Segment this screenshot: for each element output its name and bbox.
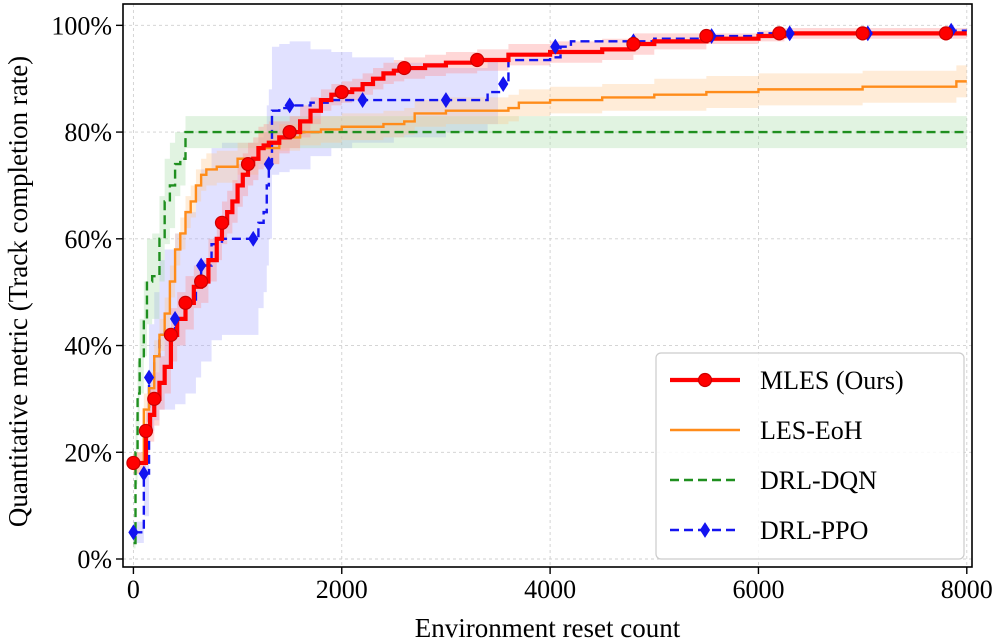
- x-tick-label: 8000: [941, 575, 993, 604]
- legend-label-mles-ours: MLES (Ours): [760, 366, 904, 395]
- y-tick-label: 100%: [51, 11, 112, 40]
- mles-ours-marker: [138, 423, 154, 439]
- mles-ours-marker: [334, 84, 349, 100]
- x-tick-label: 2000: [316, 575, 368, 604]
- mles-ours-marker: [240, 156, 256, 172]
- series-markers: [126, 22, 957, 541]
- mles-ours-marker: [163, 327, 179, 342]
- mles-ours-marker: [938, 26, 954, 41]
- mles-ours-marker: [470, 52, 485, 68]
- y-tick-label: 40%: [64, 332, 112, 361]
- plot-frame: [122, 3, 973, 568]
- y-tick-label: 80%: [64, 118, 112, 147]
- y-tick-label: 20%: [64, 438, 112, 467]
- mles-ours-marker: [147, 391, 162, 407]
- drl-ppo-marker: [440, 92, 452, 108]
- mles-ours-marker: [772, 26, 787, 41]
- x-tick-label: 4000: [524, 575, 576, 604]
- drl-ppo-marker: [138, 465, 149, 482]
- drl-ppo-marker: [128, 524, 139, 541]
- drl-ppo-marker: [169, 310, 181, 327]
- x-axis-label: Environment reset count: [415, 613, 681, 639]
- mles-ours-marker: [282, 124, 297, 140]
- legend-label-drl-dqn: DRL-DQN: [760, 466, 877, 495]
- drl-ppo-marker: [196, 257, 207, 274]
- x-tick-label: 6000: [732, 575, 784, 604]
- drl-ppo-marker: [550, 38, 561, 55]
- drl-dqn-line: [133, 130, 967, 545]
- mles-ours-marker: [126, 455, 141, 471]
- y-axis-label: Quantitative metric (Track completion ra…: [3, 56, 33, 527]
- mles-ours-marker: [178, 295, 193, 310]
- legend-marker-mles-ours: [697, 372, 713, 388]
- y-tick-label: 60%: [64, 225, 112, 254]
- legend-box: [655, 352, 965, 560]
- legend-marker-drl-ppo: [699, 522, 711, 538]
- y-tick-label: 0%: [77, 545, 112, 574]
- drl-ppo-marker: [357, 92, 368, 108]
- mles-ours-marker: [214, 215, 230, 230]
- mles-ours-marker: [626, 36, 641, 52]
- legend: MLES (Ours) LES-EoH DRL-DQN DRL-PPO: [655, 352, 965, 560]
- mles-ours-marker: [855, 26, 870, 41]
- x-tick-label: 0: [127, 575, 140, 604]
- drl-ppo-line: [133, 29, 967, 534]
- axis-ticks: 0 2000 4000 6000 8000 0% 20% 40% 60% 80% 100%: [51, 11, 992, 604]
- legend-label-les-eoh: LES-EoH: [760, 416, 863, 445]
- drl-ppo-marker: [284, 97, 295, 114]
- mles-ours-marker: [699, 28, 714, 44]
- mles-ours-marker: [194, 274, 209, 289]
- drl-ppo-marker: [248, 230, 259, 247]
- drl-ppo-marker: [784, 25, 795, 42]
- drl-ppo-marker: [143, 369, 155, 386]
- legend-label-drl-ppo: DRL-PPO: [760, 516, 868, 545]
- drl-ppo-marker: [263, 156, 274, 173]
- drl-ppo-marker: [498, 76, 509, 92]
- mles-ours-marker: [397, 60, 412, 76]
